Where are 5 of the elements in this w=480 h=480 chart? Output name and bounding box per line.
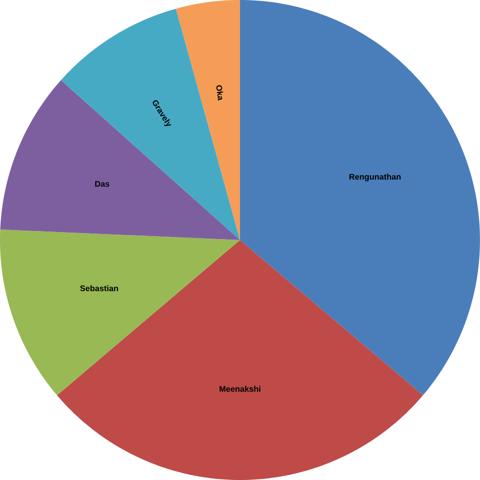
slice-label: Sebastian — [80, 285, 118, 292]
slice-label: Das — [95, 181, 110, 187]
slice-label: Oka — [216, 85, 223, 101]
slice-label: Meenakshi — [220, 386, 260, 392]
slice-label: Rengunathan — [349, 174, 401, 182]
